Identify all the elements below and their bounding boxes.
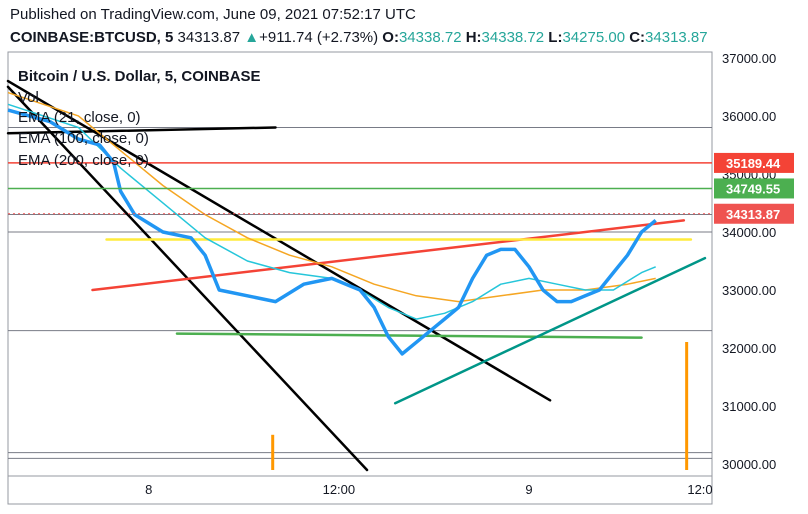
series-line xyxy=(7,103,656,320)
close-value: 34313.87 xyxy=(645,29,708,46)
high-value: 34338.72 xyxy=(481,29,545,46)
last-price: 34313.87 xyxy=(177,29,241,46)
trend-line xyxy=(91,219,686,292)
series-line xyxy=(7,91,656,303)
volume-bar xyxy=(271,434,275,470)
legend-vol: Vol xyxy=(18,89,39,106)
price-tag-label: 34749.55 xyxy=(726,181,780,196)
y-tick-label: 34000.00 xyxy=(722,225,776,240)
price-tag xyxy=(714,152,794,173)
series-line xyxy=(7,108,657,356)
legend-ema-21: EMA (21, close, 0) xyxy=(18,109,141,126)
y-tick-label: 33000.00 xyxy=(722,283,776,298)
y-tick-label: 32000.00 xyxy=(722,341,776,356)
price-tag xyxy=(714,178,794,199)
y-tick-label: 37000.00 xyxy=(722,51,776,66)
x-tick-label: 8 xyxy=(145,482,152,497)
high-key: H: xyxy=(465,29,482,46)
trend-line xyxy=(393,256,707,405)
symbol-line: COINBASE:BTCUSD, 5 34313.87 ▲+911.74 (+2… xyxy=(10,29,708,46)
open-key: O: xyxy=(382,29,399,46)
low-key: L: xyxy=(548,29,563,46)
published-line: Published on TradingView.com, June 09, 2… xyxy=(10,6,416,23)
trend-line xyxy=(6,126,277,135)
volume-bar xyxy=(685,342,689,470)
open-value: 34338.72 xyxy=(398,29,462,46)
symbol: COINBASE:BTCUSD, 5 xyxy=(10,29,174,46)
trend-line xyxy=(175,332,643,339)
close-key: C: xyxy=(629,29,646,46)
price-tag-label: 34313.87 xyxy=(726,207,780,222)
y-tick-label: 36000.00 xyxy=(722,109,776,124)
x-tick-label: 12:0 xyxy=(687,482,712,497)
legend-ema-100: EMA (100, close, 0) xyxy=(18,130,149,147)
price-tag-label: 35189.44 xyxy=(726,156,781,171)
up-triangle-icon: ▲ xyxy=(244,29,260,46)
legend-title: Bitcoin / U.S. Dollar, 5, COINBASE xyxy=(18,68,261,85)
y-tick-label: 31000.00 xyxy=(722,399,776,414)
y-tick-label: 30000.00 xyxy=(722,457,776,472)
x-tick-label: 12:00 xyxy=(323,482,356,497)
price-tag xyxy=(714,203,794,224)
x-tick-label: 9 xyxy=(525,482,532,497)
change-value: +911.74 (+2.73%) xyxy=(259,29,379,46)
legend-ema-200: EMA (200, close, 0) xyxy=(18,152,149,169)
low-value: 34275.00 xyxy=(562,29,626,46)
